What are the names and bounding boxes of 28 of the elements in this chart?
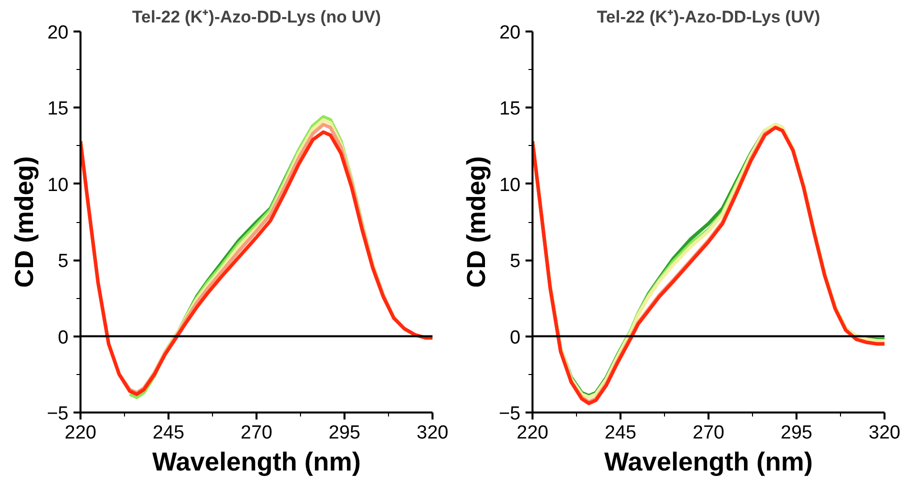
x-tick-label: 295 — [328, 422, 360, 444]
y-tick-label: 10 — [47, 174, 69, 196]
y-tick-label: 0 — [58, 327, 69, 348]
y-axis-title: CD (mdeg) — [8, 156, 39, 288]
x-axis-title: Wavelength (nm) — [152, 446, 361, 476]
x-tick-label: 220 — [64, 422, 96, 444]
x-tick-label: 270 — [240, 422, 272, 444]
y-tick-label: 10 — [499, 174, 521, 196]
x-tick-label: 295 — [780, 422, 812, 444]
x-tick-label: 220 — [516, 422, 548, 444]
y-tick-label: −5 — [498, 404, 521, 424]
x-tick-label: 270 — [692, 422, 724, 444]
y-tick-label: 20 — [47, 22, 69, 44]
y-tick-label: 20 — [499, 22, 521, 44]
y-tick-label: 15 — [47, 98, 69, 120]
chart-title: Tel-22 (K⁺)-Azo-DD-Lys (UV) — [596, 8, 820, 26]
y-tick-label: −5 — [46, 404, 69, 424]
x-tick-label: 320 — [868, 422, 900, 444]
chart-title: Tel-22 (K⁺)-Azo-DD-Lys (no UV) — [132, 8, 381, 26]
x-tick-label: 245 — [152, 422, 184, 444]
y-tick-label: 5 — [510, 251, 521, 272]
y-tick-label: 15 — [499, 98, 521, 120]
x-tick-label: 320 — [416, 422, 448, 444]
x-axis-title: Wavelength (nm) — [604, 446, 813, 476]
y-tick-label: 0 — [510, 327, 521, 348]
y-axis-title: CD (mdeg) — [460, 156, 491, 288]
x-tick-label: 245 — [604, 422, 636, 444]
y-tick-label: 5 — [58, 251, 69, 272]
